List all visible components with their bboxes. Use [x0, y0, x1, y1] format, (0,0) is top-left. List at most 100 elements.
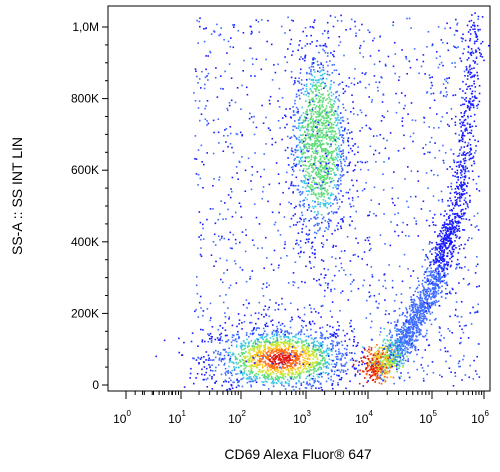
scatter-point [304, 352, 306, 355]
scatter-point [415, 327, 418, 329]
scatter-point [228, 377, 231, 379]
scatter-point [313, 88, 316, 90]
scatter-point [392, 356, 395, 359]
scatter-point [419, 297, 422, 300]
scatter-point [220, 373, 223, 376]
scatter-point [459, 216, 462, 219]
scatter-point [378, 382, 381, 384]
scatter-point [284, 382, 287, 384]
scatter-point [310, 193, 313, 196]
scatter-point [408, 332, 410, 334]
scatter-point [296, 80, 299, 82]
scatter-point [318, 81, 320, 84]
scatter-point [310, 377, 312, 380]
scatter-point [441, 198, 444, 201]
scatter-point [313, 361, 316, 364]
scatter-point [316, 123, 319, 126]
scatter-point [316, 153, 319, 155]
scatter-point [289, 346, 291, 348]
scatter-point [322, 202, 324, 205]
scatter-point [442, 269, 445, 271]
scatter-point [405, 307, 407, 309]
scatter-point [407, 319, 409, 322]
scatter-point [340, 117, 342, 119]
scatter-point [287, 371, 290, 373]
scatter-point [398, 376, 400, 379]
scatter-point [379, 357, 382, 360]
scatter-point [441, 270, 443, 273]
scatter-point [337, 156, 339, 158]
scatter-point [295, 360, 297, 363]
scatter-point [356, 344, 359, 347]
scatter-point [437, 292, 440, 295]
scatter-point [307, 353, 310, 356]
scatter-point [312, 375, 315, 377]
scatter-point [465, 69, 468, 71]
scatter-point [337, 335, 339, 337]
scatter-point [271, 342, 274, 344]
scatter-point [433, 292, 436, 295]
scatter-point [253, 328, 255, 330]
scatter-point [445, 263, 448, 265]
scatter-point [379, 377, 382, 380]
scatter-point [460, 176, 462, 179]
scatter-point [325, 105, 328, 107]
scatter-point [442, 253, 444, 256]
scatter-point [298, 77, 300, 79]
scatter-point [301, 125, 304, 127]
scatter-point [288, 346, 290, 348]
scatter-point [378, 353, 380, 356]
scatter-point [408, 339, 411, 341]
scatter-point [414, 321, 417, 323]
scatter-point [449, 257, 451, 260]
scatter-point [302, 127, 305, 129]
scatter-point [472, 104, 475, 107]
scatter-point [245, 351, 247, 353]
scatter-point [334, 344, 337, 347]
scatter-point [258, 350, 260, 353]
scatter-point [319, 382, 322, 385]
scatter-point [274, 345, 277, 348]
scatter-point [419, 310, 421, 312]
scatter-point [362, 370, 365, 373]
scatter-point [320, 214, 323, 216]
scatter-point [456, 199, 458, 201]
scatter-point [314, 346, 317, 348]
scatter-point [299, 118, 301, 120]
scatter-point [280, 338, 282, 340]
scatter-point [383, 378, 385, 381]
scatter-point [279, 350, 281, 352]
scatter-point [388, 360, 391, 362]
scatter-point [418, 329, 420, 331]
scatter-point [321, 104, 324, 106]
scatter-point [248, 351, 250, 353]
scatter-point [460, 104, 462, 107]
scatter-point [288, 383, 290, 385]
scatter-point [369, 313, 372, 315]
scatter-point [298, 138, 300, 141]
scatter-point [322, 364, 324, 366]
scatter-point [338, 378, 341, 381]
scatter-point [242, 355, 245, 358]
scatter-point [228, 365, 230, 368]
scatter-point [438, 256, 441, 259]
scatter-point [446, 228, 449, 231]
scatter-point [305, 368, 308, 371]
scatter-point [314, 162, 316, 164]
scatter-point [392, 354, 395, 356]
scatter-point [251, 333, 254, 336]
scatter-point [315, 97, 318, 100]
scatter-point [307, 95, 310, 98]
scatter-point [421, 283, 423, 285]
scatter-point [398, 350, 401, 352]
scatter-point [284, 372, 287, 375]
scatter-point [425, 172, 428, 174]
scatter-point [436, 253, 438, 255]
scatter-point [304, 387, 307, 389]
scatter-point [378, 351, 380, 353]
scatter-point [205, 371, 207, 374]
scatter-point [422, 301, 425, 303]
scatter-point [331, 151, 334, 153]
scatter-point [290, 149, 293, 152]
scatter-point [254, 356, 256, 359]
